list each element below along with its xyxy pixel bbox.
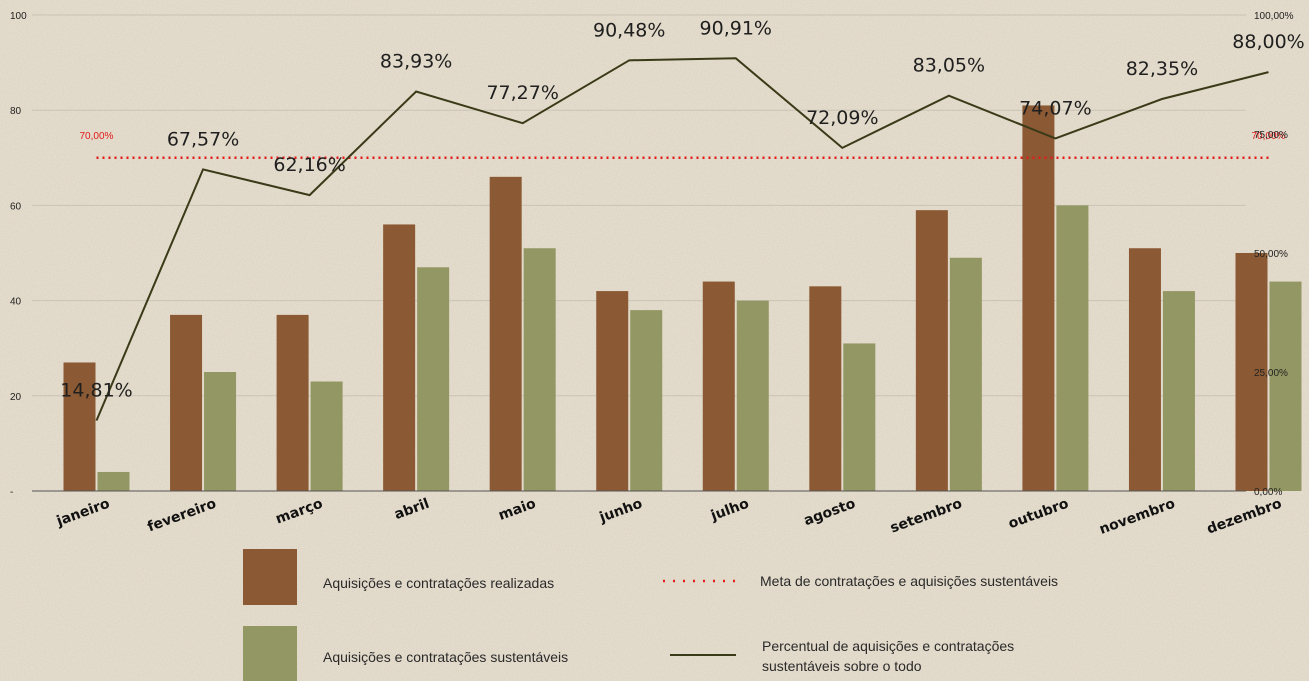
y-left-tick-label: 80	[10, 106, 22, 117]
percent-data-label: 72,09%	[806, 107, 878, 129]
bar-realizadas	[276, 314, 309, 491]
bar-sustentaveis	[736, 300, 769, 491]
percent-data-label: 83,05%	[913, 55, 985, 77]
percent-data-label: 82,35%	[1126, 58, 1198, 80]
bar-realizadas	[63, 362, 96, 491]
legend-label: Aquisições e contratações sustentáveis	[323, 649, 568, 665]
meta-line-group: 70,00% 70,00%	[80, 131, 1286, 160]
percent-data-label: 88,00%	[1232, 31, 1304, 53]
y-right-tick-label: 25,00%	[1254, 368, 1288, 379]
bar-sustentaveis	[1269, 281, 1302, 491]
legend-label: Percentual de aquisições e contratações s…	[762, 638, 1014, 674]
bar-sustentaveis	[1162, 291, 1195, 491]
y-left-tick-label: 60	[10, 201, 22, 212]
y-right-tick-label: 0,00%	[1254, 487, 1282, 498]
bar-sustentaveis	[97, 471, 130, 491]
percent-data-label: 90,91%	[700, 17, 772, 39]
percent-data-label: 74,07%	[1019, 97, 1091, 119]
bar-sustentaveis	[843, 343, 876, 491]
percent-data-label: 77,27%	[486, 82, 558, 104]
legend-swatch	[243, 626, 297, 681]
bar-realizadas	[702, 281, 735, 491]
meta-label-left: 70,00%	[80, 131, 114, 142]
bar-sustentaveis	[1056, 205, 1089, 491]
y-right-tick-label: 75,00%	[1254, 130, 1288, 141]
y-left-tick-label: 100	[10, 11, 27, 22]
bar-realizadas	[1022, 105, 1055, 491]
legend-label: Aquisições e contratações realizadas	[323, 575, 554, 591]
meta-label-right: 70,00%	[1252, 131, 1286, 142]
bar-sustentaveis	[949, 257, 982, 491]
bar-realizadas	[1235, 253, 1268, 491]
legend: Aquisições e contratações realizadas Meta…	[243, 549, 1058, 681]
legend-label: Meta de contratações e aquisições susten…	[760, 573, 1058, 589]
percent-data-label: 83,93%	[380, 50, 452, 72]
y-left-tick-label: 20	[10, 392, 22, 403]
bar-sustentaveis	[630, 310, 663, 491]
percent-data-label: 62,16%	[273, 154, 345, 176]
percent-data-label: 14,81%	[60, 380, 132, 402]
bar-realizadas	[383, 224, 416, 491]
y-right-tick-label: 50,00%	[1254, 249, 1288, 260]
bar-sustentaveis	[417, 267, 450, 491]
bar-realizadas	[1128, 248, 1161, 491]
bar-realizadas	[915, 210, 948, 491]
legend-swatch	[243, 549, 297, 605]
y-left-tick-label: 40	[10, 297, 22, 308]
percent-line	[95, 57, 1269, 421]
bar-sustentaveis	[310, 381, 343, 491]
bar-realizadas	[489, 176, 522, 491]
bar-sustentaveis	[523, 248, 556, 491]
bar-realizadas	[596, 291, 629, 491]
bar-realizadas	[170, 314, 203, 491]
percent-data-label: 67,57%	[167, 128, 239, 150]
bars	[63, 105, 1302, 491]
percent-line-group: 14,81% 67,57% 62,16% 83,93% 77,27% 90,48% 90,9…	[60, 17, 1305, 421]
bar-sustentaveis	[204, 372, 237, 491]
y-left-tick-label: -	[10, 487, 13, 498]
percent-data-label: 90,48%	[593, 19, 665, 41]
y-right-tick-label: 100,00%	[1254, 11, 1294, 22]
bar-realizadas	[809, 286, 842, 491]
